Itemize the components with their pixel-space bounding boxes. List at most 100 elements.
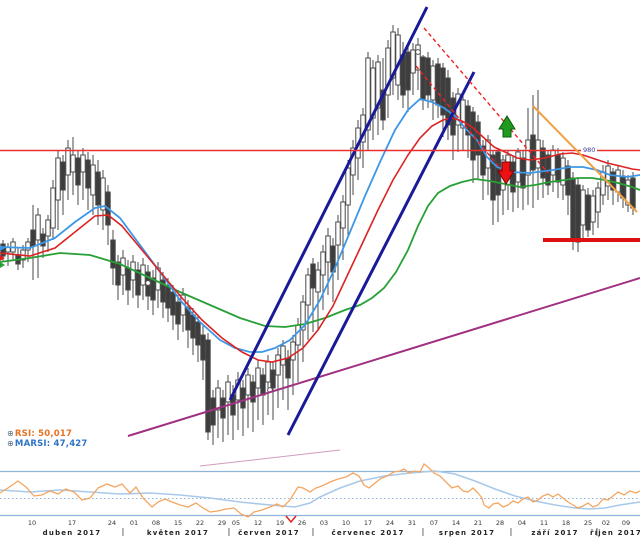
- candle-body: [55, 157, 61, 201]
- candle-body: [80, 154, 86, 173]
- candle-body: [290, 341, 296, 361]
- candle-body: [625, 179, 631, 206]
- candle-body: [525, 139, 531, 176]
- candle-body: [380, 89, 386, 121]
- candle-body: [250, 381, 256, 403]
- candle-body: [40, 233, 46, 247]
- candle-body: [480, 145, 486, 176]
- mid-ma-red-line: [0, 117, 640, 363]
- down-arrow-marker[interactable]: [497, 161, 515, 185]
- candle-body: [490, 154, 496, 201]
- candle-body: [150, 277, 156, 301]
- candle-body: [310, 263, 316, 289]
- candle-body: [255, 367, 261, 389]
- candle-body: [580, 189, 586, 226]
- descending-channel-lower-dashed[interactable]: [415, 65, 509, 179]
- doji-circle-marker: [415, 49, 421, 55]
- candle-body: [125, 267, 131, 291]
- candle-body: [270, 369, 276, 389]
- candle-body: [210, 397, 216, 426]
- red-check-marker: [285, 515, 297, 524]
- doji-circle-marker: [145, 280, 151, 286]
- ma-start-marker: [0, 245, 5, 251]
- candle-body: [95, 171, 101, 206]
- slow-ma-green-line: [0, 177, 640, 328]
- candle-body: [595, 187, 601, 213]
- candle-body: [345, 167, 351, 206]
- candle-body: [590, 195, 596, 223]
- candle-body: [260, 374, 266, 396]
- candle-body: [440, 67, 446, 116]
- candle-body: [305, 274, 311, 306]
- candle-body: [435, 63, 441, 106]
- candle-body: [515, 151, 521, 183]
- candle-body: [35, 214, 41, 241]
- candle-body: [335, 221, 341, 246]
- candle-body: [530, 134, 536, 171]
- candle-body: [165, 284, 171, 309]
- candle-body: [405, 51, 411, 91]
- candle-body: [160, 279, 166, 303]
- candle-body: [45, 219, 51, 237]
- candle-body: [570, 177, 576, 241]
- candle-body: [510, 161, 516, 193]
- fast-ma-blue-line: [0, 98, 640, 353]
- candle-body: [170, 291, 176, 316]
- candle-body: [110, 239, 116, 269]
- candle-body: [280, 345, 286, 366]
- candle-body: [605, 165, 611, 187]
- candle-body: [365, 57, 371, 131]
- candle-body: [175, 301, 181, 325]
- candle-body: [240, 387, 246, 409]
- candle-body: [420, 56, 426, 101]
- long-term-magenta-trendline[interactable]: [127, 277, 640, 437]
- candle-body: [340, 201, 346, 229]
- candle-body: [215, 387, 221, 411]
- candle-body: [225, 381, 231, 403]
- candle-body: [385, 47, 391, 96]
- candle-body: [135, 269, 141, 296]
- candle-body: [415, 44, 421, 71]
- candle-body: [315, 269, 321, 293]
- candle-body: [325, 235, 331, 263]
- ma-start-marker: [0, 262, 5, 268]
- candle-body: [560, 157, 566, 186]
- candle-body: [65, 147, 71, 176]
- candle-body: [285, 357, 291, 379]
- descending-channel-upper-dashed[interactable]: [423, 27, 549, 174]
- candle-body: [535, 139, 541, 169]
- candle-body: [200, 334, 206, 361]
- ascending-channel-right-trendline[interactable]: [286, 71, 476, 436]
- candle-body: [620, 175, 626, 199]
- candle-body: [205, 339, 211, 433]
- candle-body: [115, 261, 121, 286]
- rsi-line: [0, 463, 640, 518]
- candle-body: [430, 65, 436, 101]
- candle-body: [30, 229, 36, 247]
- ascending-channel-left-trendline[interactable]: [228, 6, 429, 401]
- candle-body: [575, 184, 581, 243]
- candle-body: [85, 159, 91, 189]
- candle-body: [585, 194, 591, 231]
- candle-body: [550, 149, 556, 176]
- ma-start-marker: [0, 255, 5, 261]
- up-arrow-marker[interactable]: [498, 115, 516, 138]
- candle-body: [70, 154, 76, 173]
- candle-body: [25, 241, 31, 251]
- candle-body: [190, 314, 196, 339]
- candle-body: [300, 301, 306, 331]
- descending-orange-trendline[interactable]: [532, 105, 638, 213]
- candle-body: [60, 161, 66, 191]
- candle-body: [195, 321, 201, 346]
- candle-body: [425, 57, 431, 96]
- faint-pink-trendline[interactable]: [199, 449, 341, 467]
- candle-body: [630, 177, 636, 209]
- candle-body: [410, 49, 416, 74]
- candle-body: [75, 157, 81, 186]
- candle-body: [540, 147, 546, 179]
- candle-body: [90, 164, 96, 196]
- candle-body: [460, 99, 466, 129]
- candle-body: [100, 177, 106, 211]
